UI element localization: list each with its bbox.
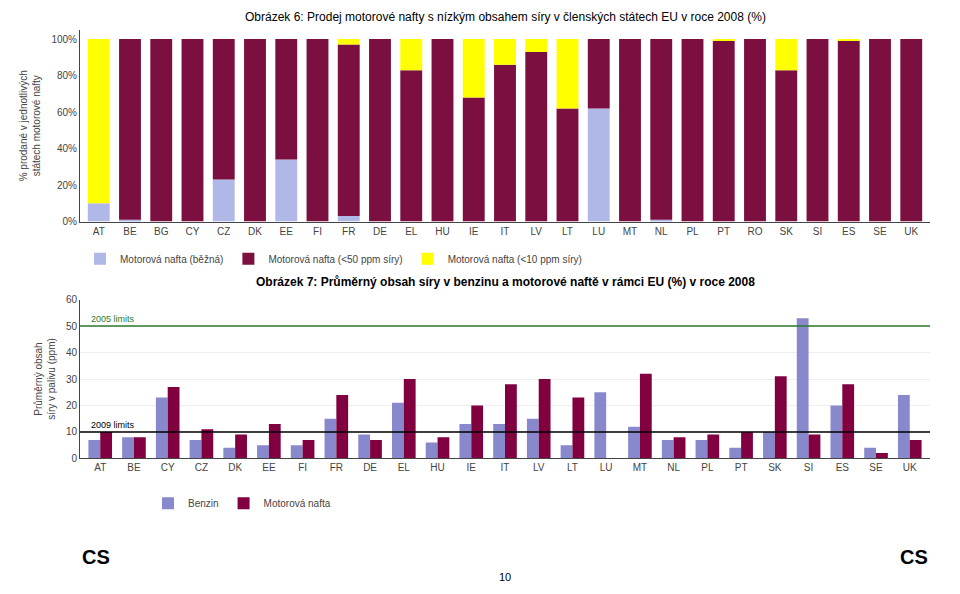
svg-text:AT: AT [93, 226, 105, 237]
svg-text:SE: SE [873, 226, 887, 237]
svg-text:CS: CS [82, 546, 110, 568]
svg-text:SK: SK [780, 226, 794, 237]
svg-text:EE: EE [280, 226, 294, 237]
svg-text:80%: 80% [57, 70, 77, 81]
svg-text:MT: MT [633, 462, 647, 473]
svg-text:SE: SE [869, 462, 883, 473]
svg-text:LU: LU [600, 462, 613, 473]
svg-text:20%: 20% [57, 180, 77, 191]
svg-text:CZ: CZ [195, 462, 208, 473]
svg-text:FI: FI [313, 226, 322, 237]
svg-text:20: 20 [66, 400, 78, 411]
svg-text:DE: DE [363, 462, 377, 473]
svg-text:LV: LV [533, 462, 545, 473]
svg-text:EL: EL [405, 226, 418, 237]
svg-text:HU: HU [430, 462, 444, 473]
svg-text:LT: LT [562, 226, 573, 237]
svg-text:CY: CY [186, 226, 200, 237]
svg-text:MT: MT [623, 226, 637, 237]
svg-text:PL: PL [701, 462, 714, 473]
svg-text:DK: DK [248, 226, 262, 237]
svg-text:IT: IT [501, 462, 510, 473]
svg-text:ES: ES [842, 226, 856, 237]
svg-text:LT: LT [567, 462, 578, 473]
svg-text:0: 0 [71, 453, 77, 464]
svg-text:PT: PT [717, 226, 730, 237]
svg-text:FR: FR [330, 462, 343, 473]
svg-text:RO: RO [748, 226, 763, 237]
svg-text:% prodané v jednotlivýchstátec: % prodané v jednotlivýchstátech motorové… [18, 70, 42, 181]
svg-text:UK: UK [903, 462, 917, 473]
svg-text:PL: PL [686, 226, 699, 237]
svg-text:BE: BE [123, 226, 137, 237]
svg-text:SI: SI [813, 226, 822, 237]
svg-text:Motorová nafta (<10 ppm síry): Motorová nafta (<10 ppm síry) [448, 254, 582, 265]
svg-text:Motorová nafta (<50 ppm síry): Motorová nafta (<50 ppm síry) [268, 254, 402, 265]
svg-text:50: 50 [66, 321, 78, 332]
svg-text:LV: LV [531, 226, 543, 237]
svg-text:BE: BE [127, 462, 141, 473]
svg-text:100%: 100% [51, 34, 77, 45]
svg-text:AT: AT [94, 462, 106, 473]
svg-text:DK: DK [228, 462, 242, 473]
svg-text:2009 limits: 2009 limits [91, 420, 135, 430]
svg-text:2005 limits: 2005 limits [91, 314, 135, 324]
svg-text:Motorová nafta: Motorová nafta [264, 498, 331, 509]
svg-text:FI: FI [298, 462, 307, 473]
svg-text:HU: HU [435, 226, 449, 237]
svg-text:EL: EL [398, 462, 411, 473]
svg-text:ES: ES [836, 462, 850, 473]
svg-text:Obrázek 6: Prodej motorové naf: Obrázek 6: Prodej motorové nafty s nízký… [245, 10, 766, 24]
svg-text:NL: NL [655, 226, 668, 237]
svg-text:SK: SK [768, 462, 782, 473]
svg-text:LU: LU [592, 226, 605, 237]
svg-text:IT: IT [501, 226, 510, 237]
svg-text:0%: 0% [63, 216, 78, 227]
svg-text:Motorová nafta (běžná): Motorová nafta (běžná) [120, 254, 223, 265]
svg-text:40%: 40% [57, 143, 77, 154]
svg-text:CY: CY [161, 462, 175, 473]
svg-text:Průměrný obsahsíry v palivu (p: Průměrný obsahsíry v palivu (ppm) [33, 338, 57, 420]
svg-text:NL: NL [667, 462, 680, 473]
svg-text:60%: 60% [57, 107, 77, 118]
svg-text:EE: EE [262, 462, 276, 473]
svg-text:BG: BG [154, 226, 169, 237]
svg-text:Obrázek 7: Průměrný obsah síry: Obrázek 7: Průměrný obsah síry v benzinu… [256, 275, 755, 289]
svg-text:CS: CS [900, 546, 928, 568]
svg-text:CZ: CZ [217, 226, 230, 237]
svg-text:DE: DE [373, 226, 387, 237]
svg-text:Benzin: Benzin [188, 498, 219, 509]
svg-text:IE: IE [467, 462, 477, 473]
svg-text:10: 10 [499, 571, 511, 583]
svg-text:IE: IE [469, 226, 479, 237]
svg-text:30: 30 [66, 374, 78, 385]
svg-text:PT: PT [735, 462, 748, 473]
svg-text:UK: UK [904, 226, 918, 237]
svg-text:40: 40 [66, 347, 78, 358]
svg-text:SI: SI [804, 462, 813, 473]
svg-text:FR: FR [342, 226, 355, 237]
svg-text:60: 60 [66, 294, 78, 305]
svg-text:10: 10 [66, 426, 78, 437]
